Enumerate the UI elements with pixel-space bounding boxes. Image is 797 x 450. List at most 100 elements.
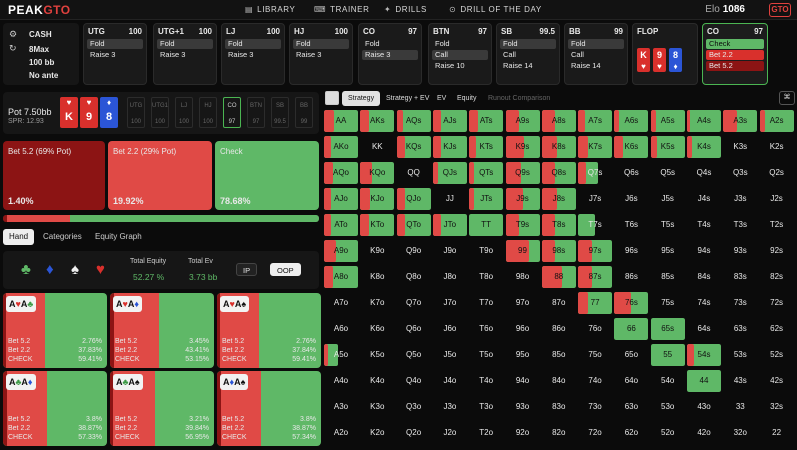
range-cell[interactable]: 52s <box>760 344 794 366</box>
combo-card[interactable]: A♥A♠ Bet 5.2 2.76% Bet 2.2 37.84% CHECK 59.41% <box>217 293 321 368</box>
range-cell[interactable]: T9s <box>505 214 540 236</box>
seat-utg[interactable]: UTG 100 Fold Raise 3 <box>83 23 147 85</box>
position-stack-co[interactable]: CO 97 <box>223 97 241 128</box>
hearts-icon[interactable]: ♥ <box>96 261 105 278</box>
range-cell[interactable]: 82o <box>542 422 576 444</box>
range-cell[interactable]: 54s <box>687 344 721 366</box>
current-seat-co[interactable]: CO 97 Check Bet 2.2 Bet 5.2 <box>702 23 768 85</box>
range-cell[interactable]: 83o <box>542 396 576 418</box>
combo-card[interactable]: A♥A♦ Bet 5.2 3.45% Bet 2.2 43.41% CHECK 53.15% <box>110 293 214 368</box>
range-cell[interactable]: 86s <box>614 266 648 288</box>
range-cell[interactable]: 73o <box>578 396 612 418</box>
seat-action[interactable]: Raise 3 <box>90 50 116 59</box>
range-cell[interactable]: K3o <box>360 396 394 418</box>
range-cell[interactable]: AJo <box>324 188 358 210</box>
seat-action[interactable]: Call <box>432 50 488 60</box>
range-cell[interactable]: T3o <box>469 396 503 418</box>
seat-action[interactable]: Fold <box>568 39 624 49</box>
range-cell[interactable]: T7s <box>578 214 612 236</box>
range-cell[interactable]: A6o <box>324 318 358 340</box>
range-cell[interactable]: 64o <box>614 370 648 392</box>
range-cell[interactable]: Q5s <box>651 162 685 184</box>
range-cell[interactable]: 52o <box>651 422 685 444</box>
range-cell[interactable]: 95s <box>651 240 685 262</box>
range-cell[interactable]: 63o <box>614 396 648 418</box>
position-stack-sb[interactable]: SB 99.5 <box>271 97 289 128</box>
range-cell[interactable]: 77 <box>578 292 613 314</box>
seat-action[interactable]: Raise 10 <box>435 61 465 70</box>
range-cell[interactable]: K2s <box>760 136 794 158</box>
range-cell[interactable]: K4s <box>687 136 721 158</box>
range-cell[interactable]: J9s <box>505 188 540 210</box>
range-cell[interactable]: KTs <box>469 136 504 158</box>
range-cell[interactable]: K7o <box>360 292 394 314</box>
tab-strategy[interactable]: Strategy <box>342 91 381 106</box>
range-cell[interactable]: T8s <box>541 214 576 236</box>
seat-action[interactable]: Raise 14 <box>503 61 533 70</box>
range-cell[interactable]: A9o <box>324 240 358 262</box>
range-cell[interactable]: QQ <box>397 162 431 184</box>
range-cell[interactable]: 92s <box>760 240 794 262</box>
range-cell[interactable]: 92o <box>506 422 540 444</box>
position-stack-bb[interactable]: BB 99 <box>295 97 313 128</box>
range-cell[interactable]: 93s <box>723 240 757 262</box>
position-stack-utg[interactable]: UTG 100 <box>127 97 145 128</box>
position-stack-lj[interactable]: LJ 100 <box>175 97 193 128</box>
range-cell[interactable]: T2s <box>760 214 794 236</box>
range-cell[interactable]: J7o <box>433 292 467 314</box>
range-cell[interactable]: 87s <box>578 266 613 288</box>
range-cell[interactable]: J8s <box>541 188 576 210</box>
range-cell[interactable]: T9o <box>469 240 503 262</box>
range-cell[interactable]: K2o <box>360 422 394 444</box>
seat-action[interactable]: Fold <box>225 39 281 49</box>
range-cell[interactable]: Q7s <box>578 162 612 184</box>
strategy-check-card[interactable]: Check 78.68% <box>215 141 319 210</box>
range-cell[interactable]: 76s <box>614 292 649 314</box>
strategy-bet-5-2-card[interactable]: Bet 5.2 (69% Pot) 1.40% <box>3 141 105 210</box>
range-cell[interactable]: AJs <box>432 110 467 132</box>
combo-card[interactable]: A♥A♣ Bet 5.2 2.76% Bet 2.2 37.83% CHECK 59.41% <box>3 293 107 368</box>
action-bet-2-2[interactable]: Bet 2.2 <box>706 50 764 60</box>
seat-hj[interactable]: HJ 100 Fold Raise 3 <box>289 23 353 85</box>
range-cell[interactable]: 97o <box>506 292 540 314</box>
range-cell[interactable]: KQs <box>396 136 431 158</box>
combo-card[interactable]: A♦A♠ Bet 5.2 3.8% Bet 2.2 38.87% CHECK 57.34% <box>217 371 321 446</box>
gamepad-icon[interactable]: ⌘ <box>779 91 795 105</box>
oop-toggle[interactable]: OOP <box>270 263 301 276</box>
range-cell[interactable]: 64s <box>687 318 721 340</box>
range-cell[interactable]: AKo <box>324 136 358 158</box>
range-cell[interactable]: 33 <box>723 396 757 418</box>
range-cell[interactable]: T5o <box>469 344 503 366</box>
nav-drills[interactable]: ✦ DRILLS <box>384 5 427 14</box>
range-cell[interactable]: J4s <box>687 188 721 210</box>
combo-card[interactable]: A♣A♠ Bet 5.2 3.21% Bet 2.2 39.84% CHECK 56.95% <box>110 371 214 446</box>
range-cell[interactable]: AQo <box>324 162 358 184</box>
range-cell[interactable]: QJo <box>396 188 431 210</box>
range-cell[interactable]: A5o <box>324 344 358 366</box>
nav-library[interactable]: ▤ LIBRARY <box>245 5 295 14</box>
range-cell[interactable]: T6o <box>469 318 503 340</box>
range-cell[interactable]: Q8s <box>541 162 576 184</box>
spades-icon[interactable]: ♠ <box>71 261 79 278</box>
range-cell[interactable]: Q6o <box>397 318 431 340</box>
range-cell[interactable]: J6o <box>433 318 467 340</box>
range-cell[interactable]: 93o <box>506 396 540 418</box>
seat-action[interactable]: Raise 3 <box>228 50 254 59</box>
range-cell[interactable]: T8o <box>469 266 503 288</box>
range-cell[interactable]: A6s <box>614 110 649 132</box>
range-cell[interactable]: A3o <box>324 396 358 418</box>
range-cell[interactable]: A4o <box>324 370 358 392</box>
seat-utg-plus-1[interactable]: UTG+1 100 Fold Raise 3 <box>153 23 217 85</box>
range-cell[interactable]: K6o <box>360 318 394 340</box>
tab-categories[interactable]: Categories <box>43 232 82 241</box>
range-cell[interactable]: 96o <box>506 318 540 340</box>
logo[interactable]: PEAKGTO <box>8 3 71 17</box>
range-cell[interactable]: 72o <box>578 422 612 444</box>
range-cell[interactable]: JTs <box>469 188 504 210</box>
tab-runout-comparison[interactable]: Runout Comparison <box>488 95 551 102</box>
range-cell[interactable]: J5o <box>433 344 467 366</box>
strategy-bet-2-2-card[interactable]: Bet 2.2 (29% Pot) 19.92% <box>108 141 212 210</box>
range-cell[interactable]: ATo <box>324 214 358 236</box>
seat-action[interactable]: Raise 3 <box>362 50 418 60</box>
ip-toggle[interactable]: IP <box>236 263 258 276</box>
